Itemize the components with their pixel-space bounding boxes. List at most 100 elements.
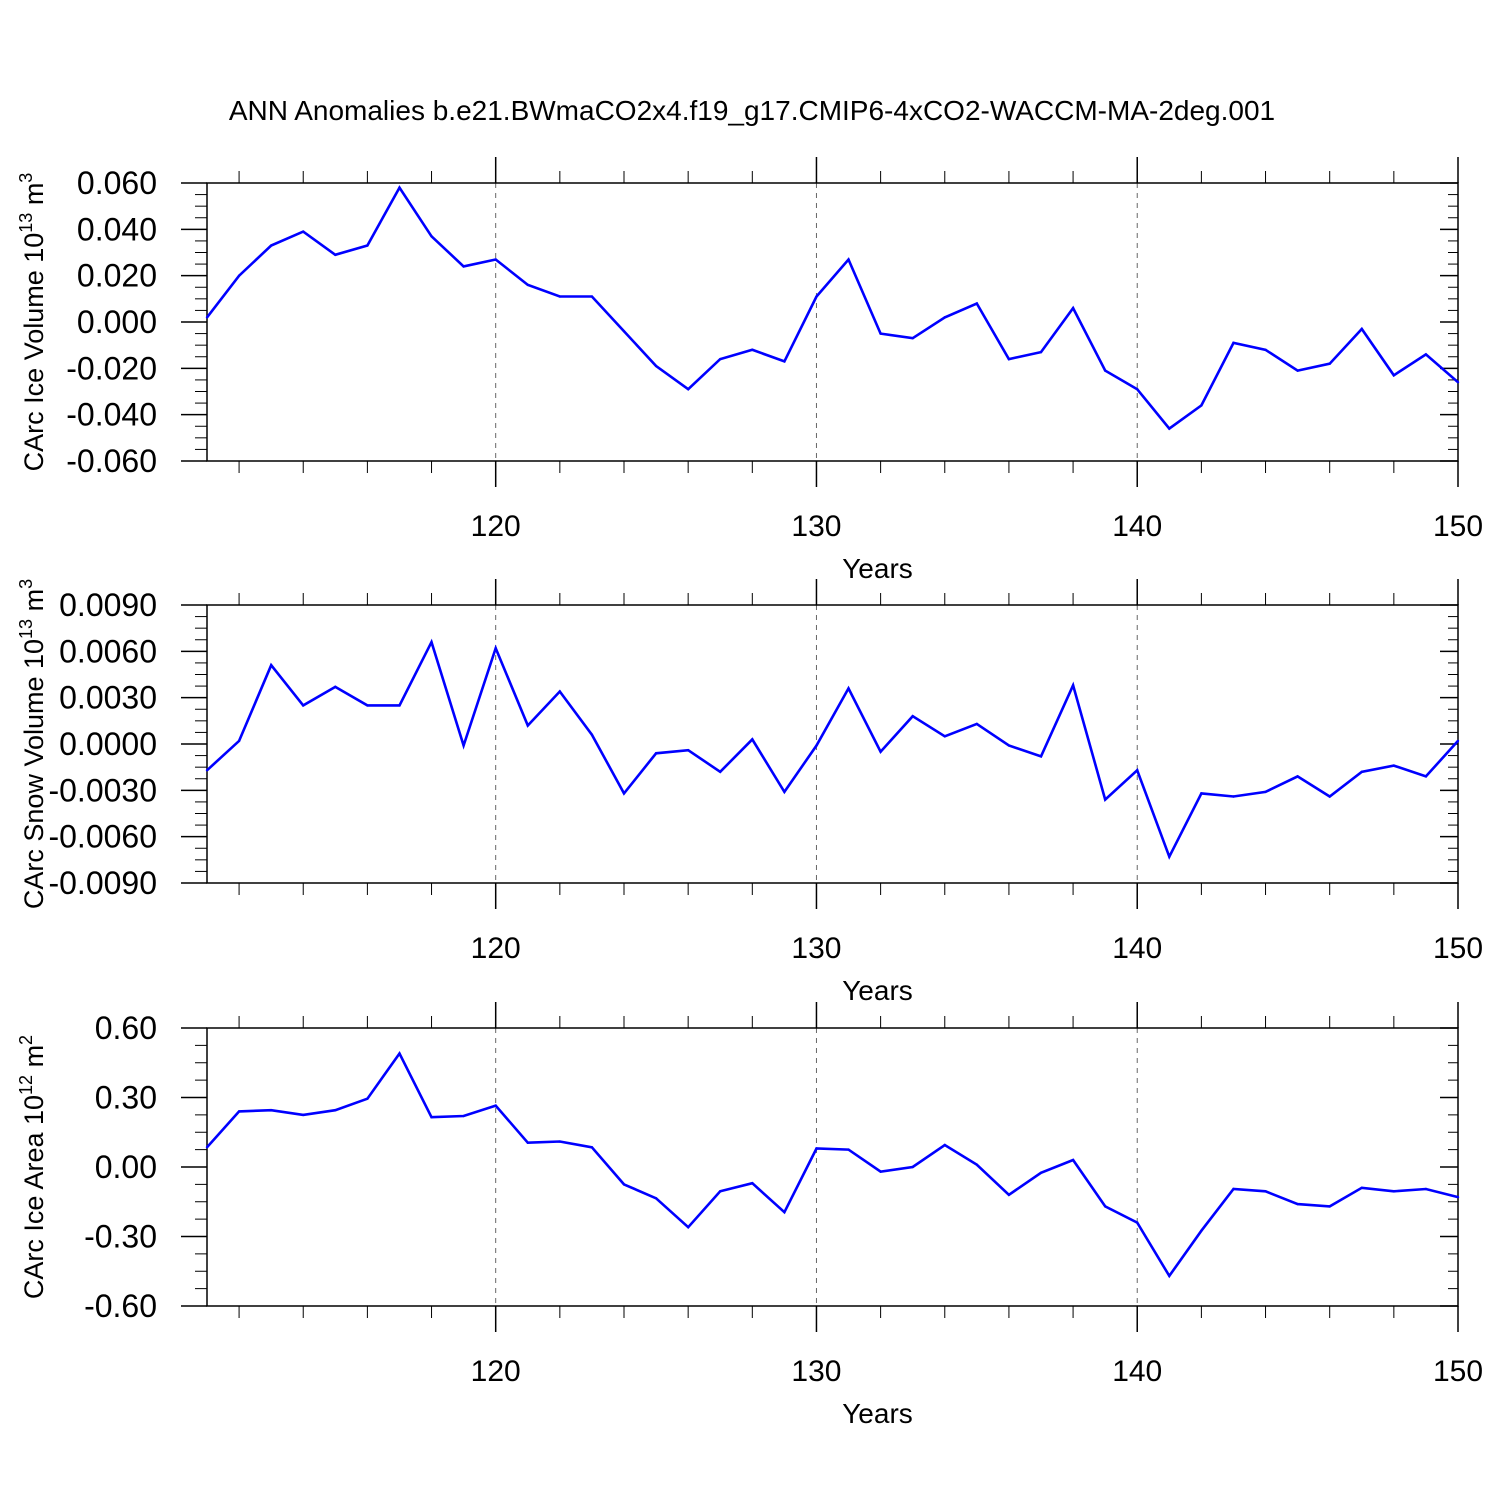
- data-point: [654, 364, 658, 368]
- data-point: [205, 316, 209, 319]
- y-tick-label: 0.000: [77, 304, 157, 340]
- chart-title: ANN Anomalies b.e21.BWmaCO2x4.f19_g17.CM…: [229, 95, 1275, 126]
- plot-frame: [206, 1027, 1459, 1307]
- data-point: [462, 1114, 465, 1118]
- data-point: [1103, 1205, 1107, 1208]
- y-tick-label: -0.020: [66, 350, 157, 386]
- data-series-line: [205, 185, 1459, 431]
- data-point: [1103, 369, 1107, 372]
- data-point: [334, 1109, 337, 1112]
- x-tick-label: 120: [471, 510, 521, 543]
- data-point: [1071, 684, 1075, 687]
- data-point: [1232, 795, 1235, 798]
- data-point: [1136, 769, 1139, 772]
- data-series-line: [206, 1050, 1459, 1279]
- data-point: [205, 769, 209, 772]
- y-tick-label: 0.0060: [59, 633, 157, 669]
- data-point: [622, 1183, 626, 1186]
- data-point: [1232, 341, 1235, 345]
- y-tick-label: 0.30: [95, 1080, 157, 1116]
- data-point: [911, 715, 914, 718]
- data-point: [302, 1113, 305, 1117]
- data-point: [815, 1147, 818, 1150]
- data-point: [815, 295, 818, 298]
- data-point: [366, 704, 369, 707]
- data-point: [590, 733, 594, 736]
- data-point: [719, 357, 722, 361]
- data-point: [975, 722, 979, 726]
- data-point: [1456, 381, 1460, 384]
- x-axis-label: Years: [842, 1398, 913, 1429]
- data-point: [719, 1190, 722, 1193]
- plot-frame: [206, 182, 1459, 462]
- plot-frame: [206, 604, 1459, 884]
- data-point: [1168, 427, 1171, 430]
- data-point: [526, 724, 529, 727]
- data-point: [1328, 362, 1331, 365]
- x-axis-label: Years: [842, 553, 913, 584]
- data-point: [1424, 353, 1428, 356]
- data-point: [1264, 348, 1267, 351]
- data-point: [654, 752, 658, 755]
- data-point: [526, 1141, 529, 1144]
- x-tick-label: 130: [791, 1355, 841, 1388]
- data-point: [1456, 739, 1460, 743]
- x-tick-label: 150: [1433, 932, 1483, 965]
- y-tick-label: 0.040: [77, 211, 157, 247]
- data-point: [911, 1165, 914, 1169]
- data-point: [398, 704, 401, 707]
- data-point: [654, 1197, 658, 1200]
- y-tick-label: -0.0090: [48, 865, 157, 901]
- data-point: [302, 230, 305, 233]
- data-point: [815, 744, 818, 747]
- data-point: [1456, 1195, 1460, 1199]
- data-point: [205, 1146, 209, 1149]
- data-point: [462, 744, 465, 747]
- data-point: [879, 750, 882, 753]
- data-point: [686, 387, 690, 391]
- chart-panel-3: 120 130 140 150 Years -0.60 -0.30 0.00 0.30 0.60 C…: [16, 1002, 1483, 1429]
- data-point: [751, 1182, 754, 1185]
- data-point: [590, 295, 594, 298]
- data-point: [558, 295, 562, 298]
- data-point: [1360, 770, 1363, 773]
- data-point: [943, 735, 946, 738]
- x-tick-label: 140: [1112, 510, 1162, 543]
- data-point: [462, 265, 465, 268]
- data-point: [1168, 1274, 1171, 1278]
- data-point: [237, 274, 241, 277]
- data-point: [1200, 792, 1203, 795]
- data-point: [398, 1052, 401, 1055]
- data-point: [943, 1143, 946, 1147]
- data-point: [1200, 404, 1203, 407]
- data-point: [911, 337, 914, 340]
- data-point: [334, 253, 337, 257]
- data-point: [686, 1226, 690, 1229]
- data-point: [269, 1109, 273, 1112]
- data-point: [686, 748, 690, 752]
- data-point: [975, 302, 979, 305]
- data-point: [1039, 755, 1043, 758]
- data-point: [1392, 764, 1396, 767]
- data-point: [526, 283, 529, 287]
- chart-panels: 120 130 140 150Years-0.060-0.040-0.0200.000…: [16, 157, 1483, 1429]
- data-point: [783, 790, 786, 794]
- data-point: [1360, 1186, 1363, 1190]
- data-point: [622, 792, 626, 795]
- data-point: [1296, 775, 1299, 778]
- data-point: [1424, 775, 1428, 778]
- chart-panel-1: 120 130 140 150 Years -0.060 -0.040 -0.020 0.000…: [16, 157, 1483, 584]
- data-point: [1424, 1187, 1428, 1191]
- y-tick-label: -0.060: [66, 443, 157, 479]
- data-point: [269, 664, 273, 667]
- data-point: [1200, 1229, 1203, 1232]
- data-point: [751, 348, 754, 351]
- data-point: [1328, 1205, 1331, 1208]
- data-point: [430, 235, 433, 238]
- data-point: [1071, 306, 1075, 310]
- data-point: [590, 1146, 594, 1149]
- data-point: [1264, 790, 1267, 794]
- data-point: [430, 640, 433, 644]
- data-point: [1328, 795, 1331, 798]
